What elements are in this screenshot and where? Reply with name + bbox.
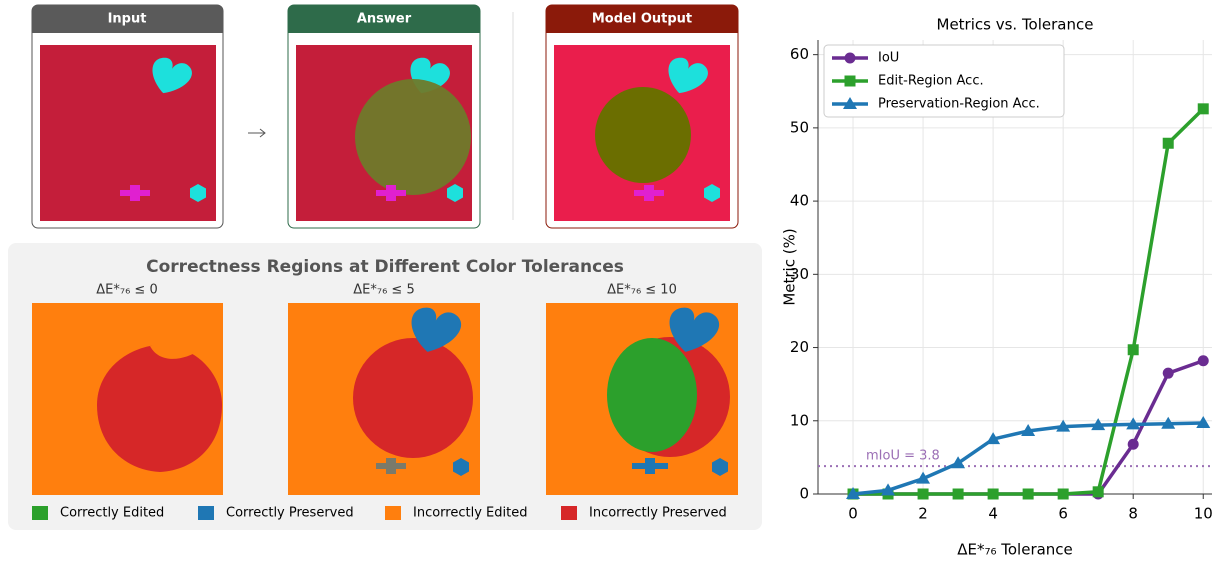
- point: [988, 489, 999, 500]
- y-tick-label: 50: [790, 118, 809, 136]
- point: [1163, 138, 1174, 149]
- legend-label: Edit-Region Acc.: [878, 74, 984, 89]
- y-tick-label: 30: [790, 265, 809, 283]
- figure: Input Answer Model Output Correctness Re…: [0, 0, 1225, 565]
- line-chart: Metrics vs. Tolerance Metric (%) ΔE*₇₆ T…: [781, 16, 1213, 559]
- regions-panel: Correctness Regions at Different Color T…: [8, 243, 762, 530]
- point: [1023, 489, 1034, 500]
- panel-title: Input: [108, 12, 147, 27]
- reference-label: mIoU = 3.8: [866, 449, 940, 464]
- point: [953, 489, 964, 500]
- legend-label: Incorrectly Preserved: [589, 506, 727, 521]
- y-tick-label: 10: [790, 411, 809, 429]
- regions-title: Correctness Regions at Different Color T…: [146, 257, 624, 277]
- legend-label: IoU: [878, 51, 899, 66]
- point: [1198, 355, 1209, 366]
- x-tick-label: 4: [988, 505, 998, 523]
- point: [1093, 486, 1104, 497]
- y-tick-label: 20: [790, 338, 809, 356]
- point: [1198, 103, 1209, 114]
- legend-marker: [845, 76, 856, 87]
- x-tick-label: 8: [1128, 505, 1138, 523]
- point: [1128, 439, 1139, 450]
- point: [918, 489, 929, 500]
- x-tick-label: 6: [1058, 505, 1068, 523]
- tolerance-label: ΔE*₇₆ ≤ 0: [96, 283, 157, 298]
- x-axis-label: ΔE*₇₆ Tolerance: [957, 541, 1073, 559]
- answer-panel: Answer: [288, 5, 480, 228]
- chart-title: Metrics vs. Tolerance: [937, 16, 1094, 34]
- panel-title: Model Output: [592, 12, 692, 27]
- legend-label: Preservation-Region Acc.: [878, 97, 1040, 112]
- legend-label: Incorrectly Edited: [413, 506, 527, 521]
- legend-marker: [845, 53, 856, 64]
- point: [1128, 344, 1139, 355]
- y-tick-label: 40: [790, 192, 809, 210]
- point: [1163, 368, 1174, 379]
- input-panel: Input: [32, 5, 223, 228]
- x-tick-label: 10: [1194, 505, 1213, 523]
- legend-label: Correctly Preserved: [226, 506, 354, 521]
- legend-label: Correctly Edited: [60, 506, 164, 521]
- output-panel: Model Output: [546, 5, 738, 228]
- x-tick-label: 2: [918, 505, 928, 523]
- y-tick-label: 60: [790, 45, 809, 63]
- series-line: [853, 109, 1203, 494]
- tolerance-label: ΔE*₇₆ ≤ 5: [353, 283, 414, 298]
- panel-title: Answer: [357, 12, 412, 27]
- tolerance-label: ΔE*₇₆ ≤ 10: [607, 283, 677, 298]
- x-tick-label: 0: [848, 505, 858, 523]
- point: [1058, 489, 1069, 500]
- y-tick-label: 0: [799, 485, 809, 503]
